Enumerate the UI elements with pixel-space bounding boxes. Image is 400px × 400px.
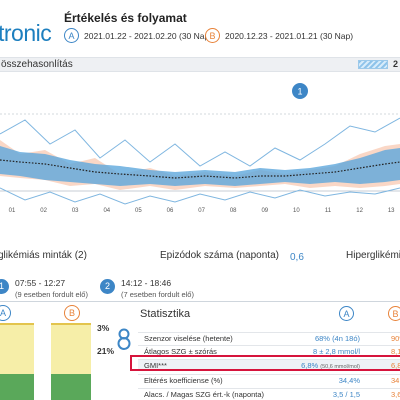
x-tick-label: 12 bbox=[356, 208, 363, 214]
period-b-range: 2020.12.23 - 2021.01.21 (30 Nap) bbox=[225, 30, 354, 41]
hypo-event-1[interactable]: 1 07:55 - 12:27 (9 esetben fordult elő) bbox=[0, 278, 88, 300]
stat-value-a: 68% (4n 18ó) bbox=[314, 334, 360, 343]
stats-badge-a: A bbox=[339, 306, 354, 321]
event-time-range: 07:55 - 12:27 bbox=[15, 278, 66, 288]
x-tick-label: 01 bbox=[9, 208, 16, 214]
event-occurrence: (7 esetben fordult elő) bbox=[121, 290, 194, 299]
tir-segment-high bbox=[51, 323, 91, 325]
gmi-highlight-box bbox=[130, 355, 400, 371]
stat-label: Szenzor viselése (hetente) bbox=[144, 334, 233, 343]
hypo-event-2[interactable]: 2 14:12 - 18:46 (7 esetben fordult elő) bbox=[100, 278, 194, 300]
tir-pct-high: 3% bbox=[97, 323, 110, 333]
episode-count-value: 0,6 bbox=[290, 252, 304, 263]
section-divider bbox=[0, 301, 400, 302]
stat-value-b: 3,6 bbox=[391, 390, 400, 399]
stat-value-b: 90% bbox=[391, 334, 400, 343]
marker-circle[interactable] bbox=[292, 83, 308, 99]
stats-badge-b: B bbox=[388, 306, 400, 321]
x-axis-ticks: 01 02 03 04 05 06 07 08 09 10 11 12 13 bbox=[9, 208, 396, 214]
stat-row-cv: Eltérés koefficiense (%) 34,4% 34,4 bbox=[138, 374, 400, 385]
brand-logo: tronic bbox=[0, 20, 52, 46]
comparison-section-header: összehasonlítás 2 bbox=[0, 57, 400, 72]
tir-segment-high bbox=[0, 323, 34, 325]
tir-badge-b: B bbox=[64, 305, 80, 321]
period-a-band bbox=[0, 146, 400, 186]
period-a-upper-line bbox=[0, 117, 400, 167]
x-tick-label: 10 bbox=[293, 208, 300, 214]
period-b: B 2020.12.23 - 2021.01.21 (30 Nap) bbox=[205, 28, 353, 43]
stat-row-avg-sg: Átlagos SZG ± szórás 8 ± 2,8 mmol/l 8,1 bbox=[138, 345, 400, 356]
stat-label: GMI*** bbox=[144, 361, 167, 370]
stat-row-gmi: GMI*** 6,8% (50,6 mmol/mol) 6,8 bbox=[138, 359, 400, 370]
glucose-comparison-chart: 1 01 02 03 04 05 06 07 08 09 10 11 12 13 bbox=[0, 83, 400, 214]
event-number-badge: 1 bbox=[0, 279, 9, 294]
tir-badge-a: A bbox=[0, 305, 11, 321]
period-a-median-line bbox=[0, 159, 400, 179]
stat-label: Átlagos SZG ± szórás bbox=[144, 347, 217, 356]
stats-title: Statisztika bbox=[140, 308, 191, 320]
stat-value-a-sub: (50,6 mmol/mol) bbox=[320, 364, 360, 370]
x-tick-label: 13 bbox=[388, 208, 395, 214]
stat-row-sensor-wear: Szenzor viselése (hetente) 68% (4n 18ó) … bbox=[138, 332, 400, 343]
tir-column-a bbox=[0, 323, 34, 400]
hyper-patterns-title: Hiperglikémi bbox=[346, 250, 400, 261]
hourglass-icon bbox=[117, 328, 131, 350]
x-tick-label: 06 bbox=[167, 208, 174, 214]
legend-label: 2 bbox=[393, 59, 399, 69]
stat-value-b: 34,4 bbox=[391, 376, 400, 385]
stat-value-a-main: 6,8% bbox=[301, 361, 319, 370]
x-tick-label: 04 bbox=[103, 208, 110, 214]
report-title: Értékelés és folyamat bbox=[64, 11, 187, 25]
period-a-lower-line bbox=[0, 187, 400, 205]
tir-pct-mid: 21% bbox=[97, 346, 115, 356]
x-tick-label: 09 bbox=[261, 208, 268, 214]
event-time-range: 14:12 - 18:46 bbox=[121, 278, 172, 288]
stat-value-a: 6,8% (50,6 mmol/mol) bbox=[301, 361, 360, 370]
stat-value-b: 8,1 bbox=[391, 347, 400, 356]
period-a: A 2021.01.22 - 2021.02.20 (30 Nap) bbox=[64, 28, 212, 43]
hypo-patterns-title: glikémiás minták (2) bbox=[0, 250, 87, 261]
tir-segment-in-range bbox=[51, 374, 91, 400]
stat-label: Eltérés koefficiense (%) bbox=[144, 376, 223, 385]
tir-segment-in-range bbox=[0, 374, 34, 400]
stat-value-a: 8 ± 2,8 mmol/l bbox=[312, 347, 360, 356]
stat-value-b: 6,8 bbox=[391, 361, 400, 370]
period-a-range: 2021.01.22 - 2021.02.20 (30 Nap) bbox=[84, 30, 213, 41]
period-b-badge: B bbox=[205, 28, 220, 43]
x-tick-label: 02 bbox=[40, 208, 47, 214]
period-a-badge: A bbox=[64, 28, 79, 43]
stat-row-low-high: Alacs. / Magas SZG ért.-k (naponta) 3,5 … bbox=[138, 388, 400, 399]
marker-label: 1 bbox=[297, 87, 302, 97]
comparison-title: összehasonlítás bbox=[1, 59, 73, 70]
episode-count-title: Epizódok száma (naponta) bbox=[160, 250, 279, 261]
x-tick-label: 07 bbox=[198, 208, 205, 214]
x-tick-label: 05 bbox=[135, 208, 142, 214]
stat-value-a: 34,4% bbox=[338, 376, 360, 385]
event-occurrence: (9 esetben fordult elő) bbox=[15, 290, 88, 299]
x-tick-label: 11 bbox=[325, 208, 332, 214]
marker-1[interactable]: 1 bbox=[292, 83, 308, 99]
stat-label: Alacs. / Magas SZG ért.-k (naponta) bbox=[144, 390, 265, 399]
event-number-badge: 2 bbox=[100, 279, 115, 294]
stat-value-a: 3,5 / 1,5 bbox=[332, 390, 360, 399]
legend-swatch-icon bbox=[358, 60, 388, 69]
tir-column-b bbox=[51, 323, 91, 400]
x-tick-label: 08 bbox=[230, 208, 237, 214]
x-tick-label: 03 bbox=[72, 208, 79, 214]
